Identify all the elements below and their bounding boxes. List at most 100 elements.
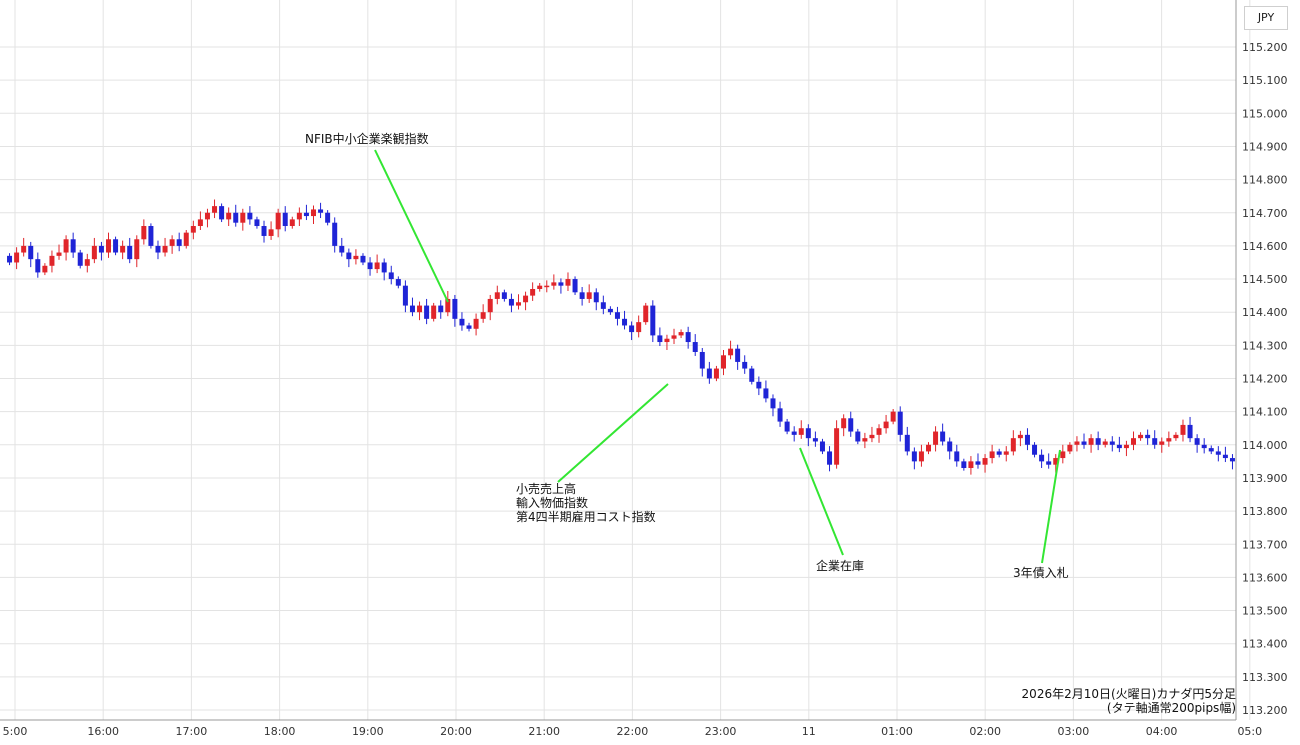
candle-body: [572, 279, 578, 293]
candle-body: [155, 245, 161, 253]
x-tick-label: 20:00: [440, 725, 472, 738]
candle-body: [183, 232, 189, 246]
candle-body: [113, 239, 119, 253]
candle-body: [671, 335, 677, 339]
candle-body: [226, 212, 232, 220]
candle-body: [56, 252, 62, 256]
candle-body: [1180, 424, 1186, 435]
footer-subtitle: (タテ軸通常200pips幅): [1107, 700, 1236, 715]
candle-body: [431, 305, 437, 319]
y-tick-label: 113.500: [1242, 605, 1288, 618]
annotation-lines: [374, 149, 1061, 564]
candle-body: [841, 418, 847, 429]
candle-body: [827, 451, 833, 465]
y-tick-label: 113.200: [1242, 704, 1288, 717]
candle-body: [1010, 438, 1016, 452]
candle-body: [1067, 444, 1073, 452]
candle-body: [699, 351, 705, 369]
candle-body: [685, 332, 691, 343]
candle-body: [28, 245, 34, 260]
y-tick-label: 113.400: [1242, 638, 1288, 651]
candle-body: [508, 298, 514, 306]
candle-body: [819, 441, 825, 452]
candle-body: [996, 451, 1002, 455]
candle-body: [240, 212, 246, 223]
candle-body: [763, 388, 769, 399]
candle-body: [339, 245, 345, 253]
candle-body: [169, 239, 175, 246]
footer-title: 2026年2月10日(火曜日)カナダ円5分足: [1022, 686, 1236, 701]
candle-body: [876, 428, 882, 435]
candle-body: [586, 292, 592, 299]
candle-body: [1159, 441, 1165, 445]
candle-body: [7, 255, 13, 263]
candle-body: [275, 212, 281, 230]
y-tick-label: 114.500: [1242, 273, 1288, 286]
candle-body: [961, 461, 967, 469]
candle-body: [812, 438, 818, 442]
candle-body: [869, 434, 875, 439]
y-tick-label: 113.900: [1242, 472, 1288, 485]
candle-body: [254, 219, 260, 227]
candle-body: [91, 245, 97, 260]
y-axis-ticks: 115.200 115.100 115.000 114.900 114.800 114.7…: [1242, 41, 1288, 717]
candle-body: [1138, 434, 1144, 439]
candle-body: [374, 262, 380, 270]
candle-body: [798, 428, 804, 435]
candle-body: [551, 282, 557, 286]
candle-body: [791, 431, 797, 435]
candle-body: [289, 219, 295, 227]
annotation-employment-cost: 第4四半期雇用コスト指数: [516, 509, 656, 524]
candle-body: [1116, 444, 1122, 449]
candle-body: [417, 305, 423, 313]
candle-body: [749, 368, 755, 382]
y-tick-label: 114.400: [1242, 306, 1288, 319]
candle-body: [883, 421, 889, 429]
y-tick-label: 115.000: [1242, 107, 1288, 120]
candle-body: [636, 322, 642, 333]
candle-body: [968, 461, 974, 469]
candle-body: [282, 212, 288, 227]
candle-body: [141, 226, 147, 240]
y-tick-label: 115.100: [1242, 74, 1288, 87]
x-tick-label: 01:00: [881, 725, 913, 738]
candle-body: [1046, 461, 1052, 465]
candle-body: [1081, 441, 1087, 445]
candle-body: [311, 209, 316, 217]
candle-body: [325, 212, 331, 223]
candle-body: [579, 292, 585, 299]
candle-body: [247, 212, 253, 220]
candle-body: [424, 305, 430, 319]
y-tick-label: 114.700: [1242, 207, 1288, 220]
candle-body: [614, 312, 620, 319]
candle-body: [629, 325, 635, 333]
candle-body: [445, 298, 451, 313]
candle-body: [1187, 424, 1193, 439]
candle-body: [1060, 451, 1066, 459]
candle-body: [346, 252, 352, 260]
candle-body: [713, 368, 719, 379]
candle-body: [678, 332, 684, 336]
candle-body: [134, 239, 140, 260]
candle-body: [459, 318, 465, 326]
y-tick-label: 113.300: [1242, 671, 1288, 684]
candle-body: [530, 288, 536, 296]
x-tick-label: 16:00: [87, 725, 119, 738]
annotation-nfib: NFIB中小企業楽観指数: [305, 131, 429, 146]
candle-body: [162, 245, 168, 253]
candle-body: [855, 431, 861, 442]
y-tick-label: 114.800: [1242, 174, 1288, 187]
x-tick-label: 03:00: [1058, 725, 1090, 738]
annotation-business-inventories: 企業在庫: [816, 558, 864, 573]
candle-body: [395, 279, 401, 286]
candle-body: [127, 245, 133, 260]
candle-body: [890, 411, 896, 422]
candle-body: [897, 411, 903, 435]
candle-body: [926, 444, 931, 452]
candle-body: [49, 255, 55, 266]
candle-body: [212, 206, 218, 213]
x-tick-label: 05:0: [1237, 725, 1262, 738]
candle-body: [664, 338, 670, 343]
candles: [7, 199, 1235, 475]
candle-body: [1145, 434, 1151, 439]
